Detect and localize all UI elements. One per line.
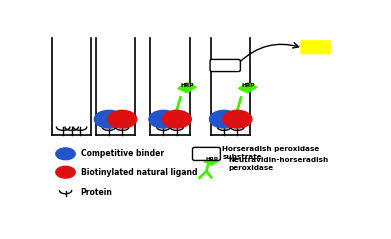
Text: Neutravidin-horseradish
peroxidase: Neutravidin-horseradish peroxidase bbox=[229, 157, 329, 171]
Polygon shape bbox=[178, 83, 196, 93]
Circle shape bbox=[223, 110, 252, 128]
Circle shape bbox=[56, 166, 75, 178]
Circle shape bbox=[149, 110, 178, 128]
Text: HRP: HRP bbox=[241, 83, 255, 88]
Circle shape bbox=[162, 110, 191, 128]
Circle shape bbox=[210, 110, 239, 128]
Text: HRP: HRP bbox=[181, 83, 194, 88]
Circle shape bbox=[108, 110, 137, 128]
FancyBboxPatch shape bbox=[210, 60, 240, 71]
Text: Biotinylated natural ligand: Biotinylated natural ligand bbox=[81, 168, 197, 177]
Text: HRP: HRP bbox=[205, 157, 218, 162]
Polygon shape bbox=[239, 83, 257, 93]
FancyBboxPatch shape bbox=[192, 147, 221, 160]
Text: Competitive binder: Competitive binder bbox=[81, 149, 164, 158]
FancyBboxPatch shape bbox=[301, 41, 330, 54]
Polygon shape bbox=[204, 157, 220, 165]
Circle shape bbox=[94, 110, 124, 128]
Circle shape bbox=[56, 148, 75, 160]
Text: Protein: Protein bbox=[81, 188, 113, 197]
Text: Horseradish peroxidase
substrate: Horseradish peroxidase substrate bbox=[222, 146, 319, 160]
